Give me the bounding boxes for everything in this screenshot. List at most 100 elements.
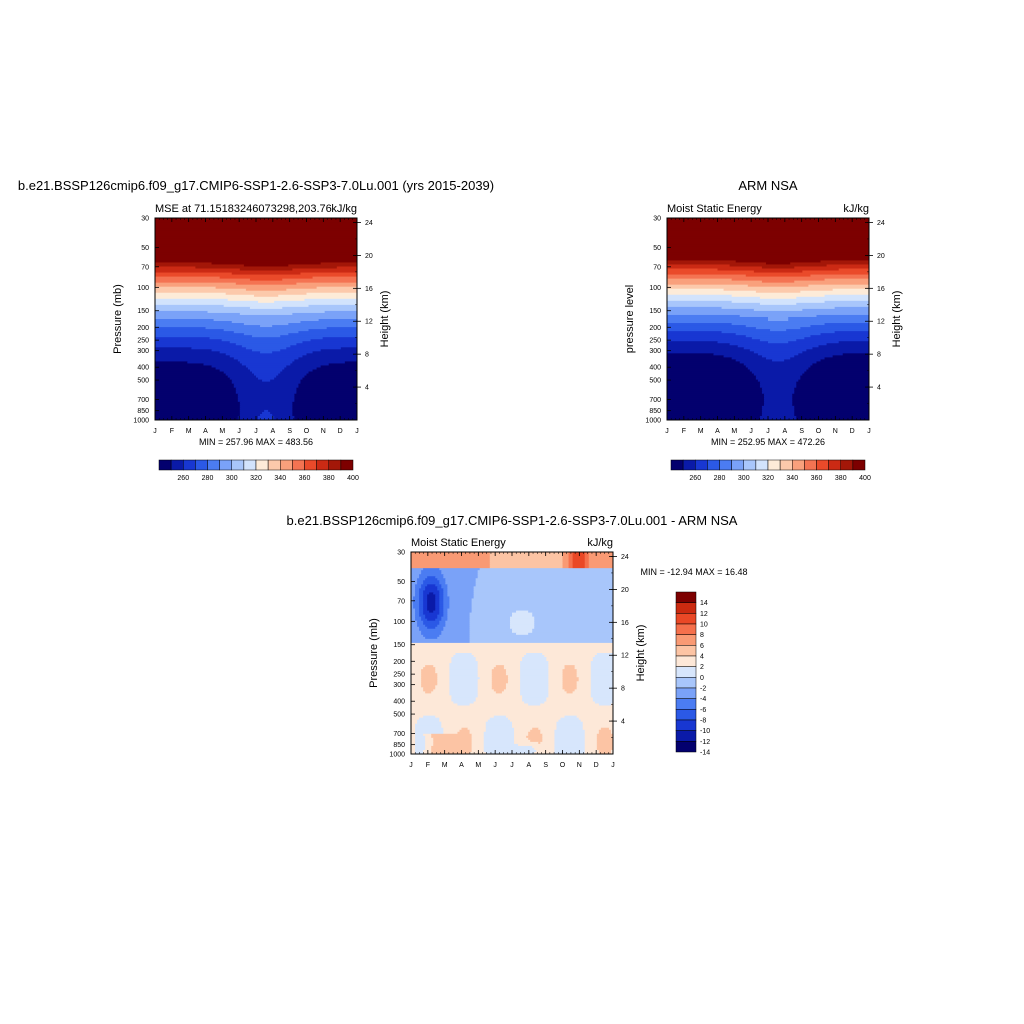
panel1-colorbar: 260 280 300 320 340 360 380 400 [158,459,359,482]
month-tick-label: J [409,762,413,769]
pressure-tick-label: 500 [649,378,661,385]
colorbar-label: 14 [700,600,708,607]
panel-difference-mse: b.e21.BSSP126cmip6.f09_g17.CMIP6-SSP1-2.… [287,513,748,769]
pressure-tick-label: 200 [137,325,149,332]
month-tick-label: S [799,428,804,435]
pressure-tick-label: 30 [397,550,405,557]
height-tick-label: 24 [877,220,885,227]
pressure-tick-label: 850 [649,408,661,415]
height-tick-label: 4 [621,719,625,726]
colorbar-label: 12 [700,611,708,618]
colorbar-label: 360 [299,475,311,482]
pressure-tick-label: 250 [393,672,405,679]
pressure-tick-label: 850 [137,408,149,415]
colorbar-swatch [755,459,769,471]
height-tick-label: 20 [365,253,373,260]
panel3-minmax: MIN = -12.94 MAX = 16.48 [640,567,747,577]
month-tick-label: M [475,762,481,769]
colorbar-label: 0 [700,675,704,682]
month-tick-label: O [560,762,566,769]
panel3-title: b.e21.BSSP126cmip6.f09_g17.CMIP6-SSP1-2.… [287,513,738,528]
month-tick-label: A [459,762,464,769]
pressure-tick-label: 200 [393,659,405,666]
month-tick-label: A [782,428,787,435]
panel3-ylabel: Pressure (mb) [368,618,380,688]
panel-model-mse: b.e21.BSSP126cmip6.f09_g17.CMIP6-SSP1-2.… [18,178,494,482]
panel2-minmax: MIN = 252.95 MAX = 472.26 [711,437,825,447]
panel2-contour-field [667,218,869,420]
colorbar-swatch [675,655,697,667]
month-tick-label: J [510,762,514,769]
colorbar-swatch [719,459,732,471]
colorbar-swatch [852,459,866,471]
pressure-tick-label: 400 [137,365,149,372]
colorbar-label: 4 [700,654,704,661]
month-tick-label: F [426,762,430,769]
height-tick-label: 8 [621,686,625,693]
colorbar-swatch [828,459,841,471]
month-tick-label: M [442,762,448,769]
panel3-contour-field [411,552,613,754]
colorbar-label: 400 [859,475,871,482]
colorbar-swatch [675,623,697,635]
colorbar-label: -10 [700,728,710,735]
pressure-tick-label: 30 [141,216,149,223]
colorbar-swatch [767,459,781,471]
colorbar-label: 260 [177,475,189,482]
pressure-tick-label: 300 [393,682,405,689]
height-tick-label: 4 [365,385,369,392]
pressure-tick-label: 200 [649,325,661,332]
colorbar-swatch [670,459,684,471]
colorbar-label: 380 [323,475,335,482]
pressure-tick-label: 100 [649,285,661,292]
month-tick-label: J [493,762,497,769]
colorbar-swatch [675,687,697,699]
colorbar-swatch [731,459,744,471]
colorbar-swatch [183,459,196,471]
colorbar-swatch [779,459,793,471]
height-tick-label: 12 [365,319,373,326]
colorbar-swatch [675,709,697,721]
colorbar-swatch [280,459,293,471]
height-tick-label: 16 [877,286,885,293]
month-tick-label: J [355,428,359,435]
month-tick-label: D [338,428,343,435]
colorbar-swatch [695,459,708,471]
colorbar-swatch [340,459,354,471]
panel1-right-label: kJ/kg [331,203,357,215]
colorbar-swatch [219,459,232,471]
pressure-tick-label: 700 [393,731,405,738]
colorbar-swatch [675,591,697,603]
month-tick-label: O [816,428,822,435]
pressure-tick-label: 700 [649,397,661,404]
colorbar-swatch [195,459,208,471]
month-tick-label: J [153,428,157,435]
panel2-axes: J F M A M J J A S O N D J 30 50 70 100 150 200 250 300 400 500… [645,216,884,436]
panel2-y2label: Height (km) [891,291,903,348]
pressure-tick-label: 500 [393,712,405,719]
pressure-tick-label: 1000 [133,418,149,425]
colorbar-swatch [675,645,697,657]
height-tick-label: 20 [621,587,629,594]
pressure-tick-label: 50 [653,245,661,252]
colorbar-label: 340 [786,475,798,482]
pressure-tick-label: 300 [649,348,661,355]
colorbar-label: 280 [714,475,726,482]
pressure-tick-label: 70 [397,598,405,605]
pressure-tick-label: 1000 [645,418,661,425]
colorbar-label: -2 [700,686,706,693]
colorbar-label: 380 [835,475,847,482]
colorbar-swatch [675,677,697,689]
height-tick-label: 20 [877,253,885,260]
pressure-tick-label: 50 [397,579,405,586]
height-tick-label: 8 [877,352,881,359]
colorbar-swatch [816,459,829,471]
colorbar-swatch [675,602,697,614]
colorbar-swatch [675,741,697,753]
colorbar-swatch [267,459,281,471]
pressure-tick-label: 250 [137,338,149,345]
colorbar-swatch [316,459,329,471]
colorbar-swatch [292,459,305,471]
pressure-tick-label: 150 [137,308,149,315]
pressure-tick-label: 700 [137,397,149,404]
